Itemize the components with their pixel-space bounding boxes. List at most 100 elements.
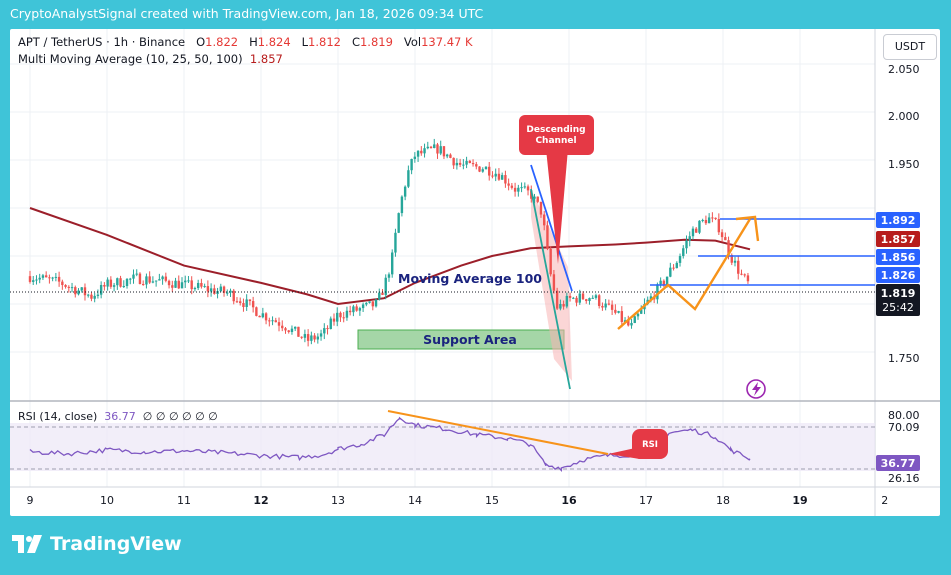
candle-body[interactable] — [90, 294, 93, 299]
currency-button[interactable]: USDT — [883, 34, 937, 60]
candle-body[interactable] — [688, 236, 691, 241]
candle-body[interactable] — [397, 213, 400, 233]
candle-body[interactable] — [239, 301, 242, 304]
candle-body[interactable] — [271, 320, 274, 322]
candle-body[interactable] — [568, 295, 572, 298]
candle-body[interactable] — [507, 183, 510, 186]
candle-body[interactable] — [109, 279, 113, 287]
candle-body[interactable] — [607, 303, 611, 305]
candle-body[interactable] — [562, 304, 565, 307]
candle-body[interactable] — [310, 335, 313, 341]
candle-body[interactable] — [410, 158, 413, 171]
candle-body[interactable] — [465, 160, 468, 165]
candle-body[interactable] — [132, 274, 135, 279]
candle-body[interactable] — [57, 276, 61, 282]
candle-body[interactable] — [717, 219, 721, 233]
candle-body[interactable] — [426, 146, 429, 149]
candle-body[interactable] — [245, 299, 248, 308]
candle-body[interactable] — [585, 299, 588, 302]
candle-body[interactable] — [695, 228, 698, 233]
candle-body[interactable] — [222, 286, 226, 293]
candle-body[interactable] — [575, 297, 578, 303]
channel-upper-line[interactable] — [530, 164, 573, 292]
candle-body[interactable] — [682, 248, 685, 257]
candle-body[interactable] — [711, 217, 714, 219]
candle-body[interactable] — [306, 334, 310, 341]
candle-body[interactable] — [449, 154, 452, 158]
candle-body[interactable] — [232, 290, 235, 302]
tradingview-logo[interactable]: TradingView — [12, 533, 182, 555]
candle-body[interactable] — [484, 166, 488, 170]
candle-body[interactable] — [620, 311, 624, 323]
candle-body[interactable] — [87, 294, 90, 296]
candle-body[interactable] — [300, 336, 303, 338]
candle-body[interactable] — [384, 277, 387, 295]
candle-body[interactable] — [475, 164, 478, 167]
candle-body[interactable] — [352, 306, 355, 313]
candle-body[interactable] — [429, 146, 433, 149]
candle-body[interactable] — [316, 336, 320, 340]
symbol-label[interactable]: APT / TetherUS · 1h · Binance — [18, 35, 186, 49]
candle-body[interactable] — [630, 322, 633, 326]
candle-body[interactable] — [727, 240, 730, 256]
candle-body[interactable] — [303, 334, 307, 338]
candle-body[interactable] — [235, 301, 239, 303]
candle-body[interactable] — [439, 146, 442, 154]
candle-body[interactable] — [733, 260, 737, 263]
candle-body[interactable] — [665, 276, 669, 285]
candle-body[interactable] — [617, 311, 620, 313]
candle-body[interactable] — [193, 288, 197, 290]
candle-body[interactable] — [672, 267, 675, 269]
candle-body[interactable] — [513, 187, 517, 192]
candle-body[interactable] — [523, 186, 527, 188]
candle-body[interactable] — [28, 276, 32, 282]
candle-body[interactable] — [468, 160, 472, 163]
candle-body[interactable] — [565, 295, 569, 307]
candle-body[interactable] — [627, 320, 630, 326]
candle-body[interactable] — [494, 173, 497, 177]
candle-body[interactable] — [500, 175, 504, 180]
candle-body[interactable] — [154, 280, 158, 282]
candle-body[interactable] — [698, 220, 701, 233]
candle-body[interactable] — [381, 292, 384, 295]
lightning-alert-icon[interactable] — [746, 379, 766, 399]
candle-body[interactable] — [520, 187, 523, 189]
candle-body[interactable] — [64, 285, 67, 287]
candle-body[interactable] — [348, 310, 352, 313]
candle-body[interactable] — [442, 146, 446, 157]
candle-body[interactable] — [48, 277, 51, 279]
candle-body[interactable] — [99, 284, 103, 295]
candle-body[interactable] — [190, 280, 193, 290]
candle-body[interactable] — [374, 299, 378, 307]
candle-body[interactable] — [361, 304, 365, 309]
candle-body[interactable] — [604, 303, 607, 308]
candle-body[interactable] — [277, 322, 281, 326]
rsi-legend[interactable]: RSI (14, close) 36.77 ∅ ∅ ∅ ∅ ∅ ∅ — [18, 410, 218, 423]
candle-body[interactable] — [67, 286, 71, 288]
candle-body[interactable] — [103, 284, 106, 287]
candle-body[interactable] — [319, 333, 323, 337]
candle-body[interactable] — [588, 298, 591, 302]
candle-body[interactable] — [533, 196, 536, 199]
candle-body[interactable] — [597, 295, 601, 306]
candle-body[interactable] — [51, 277, 54, 279]
candle-body[interactable] — [216, 291, 219, 294]
candle-body[interactable] — [504, 175, 507, 184]
candle-body[interactable] — [293, 326, 297, 329]
candle-body[interactable] — [77, 290, 80, 295]
candle-body[interactable] — [662, 280, 666, 285]
candle-body[interactable] — [313, 335, 316, 340]
candle-body[interactable] — [371, 301, 375, 307]
candle-body[interactable] — [478, 166, 481, 172]
candle-body[interactable] — [740, 273, 743, 275]
candle-body[interactable] — [32, 280, 35, 282]
candle-body[interactable] — [281, 325, 284, 329]
candle-body[interactable] — [177, 280, 180, 289]
candle-body[interactable] — [403, 186, 407, 197]
candle-body[interactable] — [219, 286, 223, 292]
candle-body[interactable] — [203, 286, 206, 288]
candle-body[interactable] — [572, 297, 575, 299]
candle-body[interactable] — [187, 280, 190, 282]
candle-body[interactable] — [80, 287, 83, 291]
candle-body[interactable] — [358, 308, 362, 311]
